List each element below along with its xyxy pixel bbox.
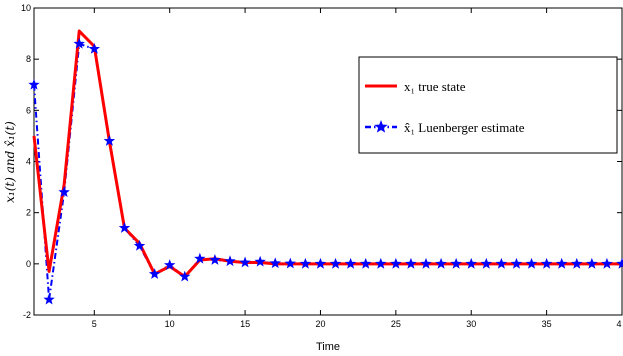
estimate-marker-11 xyxy=(179,270,191,282)
estimate-marker-21 xyxy=(329,257,342,269)
estimate-marker-24 xyxy=(375,257,387,269)
y-tick-label-0: 0 xyxy=(26,259,31,269)
estimate-marker-37 xyxy=(571,257,583,269)
estimate-marker-35 xyxy=(540,257,553,269)
estimate-marker-7 xyxy=(118,222,131,233)
estimate-marker-33 xyxy=(510,257,523,269)
x-tick-label-40: 4 xyxy=(616,319,621,329)
y-tick-label-2: 2 xyxy=(26,208,31,218)
estimate-marker-38 xyxy=(586,257,598,269)
estimate-marker-19 xyxy=(299,257,312,269)
estimate-marker-39 xyxy=(601,257,613,269)
legend-star-marker xyxy=(374,120,388,133)
legend-label-true-state: x₁ true state xyxy=(404,79,466,94)
y-tick-label-8: 8 xyxy=(26,54,31,64)
x-tick-label-35: 35 xyxy=(542,319,552,329)
estimate-marker-34 xyxy=(525,257,538,269)
series-marker-group xyxy=(28,37,623,305)
estimate-marker-32 xyxy=(495,257,508,269)
x-tick-label-25: 25 xyxy=(391,319,401,329)
estimate-marker-22 xyxy=(344,257,357,269)
x-tick-label-20: 20 xyxy=(315,319,325,329)
estimate-marker-26 xyxy=(405,257,417,269)
y-tick-label--2: -2 xyxy=(23,310,31,320)
x-tick-label-30: 30 xyxy=(466,319,476,329)
estimate-marker-25 xyxy=(390,257,402,269)
y-axis-title: x₁(t) and x̂₁(t) xyxy=(3,121,17,203)
legend-box xyxy=(358,56,618,154)
x-tick-label-10: 10 xyxy=(165,319,175,329)
estimate-marker-28 xyxy=(435,257,447,269)
estimate-marker-17 xyxy=(269,257,281,269)
estimate-marker-8 xyxy=(133,239,146,251)
estimate-marker-23 xyxy=(359,257,372,269)
estimate-marker-10 xyxy=(163,259,176,270)
estimate-marker-13 xyxy=(209,254,221,265)
estimate-marker-6 xyxy=(103,135,116,146)
y-tick-label-10: 10 xyxy=(21,3,31,13)
x-tick-label-5: 5 xyxy=(92,319,97,329)
estimate-marker-15 xyxy=(239,256,251,268)
estimate-marker-12 xyxy=(194,252,206,264)
estimate-marker-3 xyxy=(58,186,70,198)
estimate-marker-20 xyxy=(314,257,327,269)
estimate-marker-16 xyxy=(254,255,266,267)
series-line-group xyxy=(32,29,622,301)
estimate-marker-36 xyxy=(555,257,568,269)
estimate-marker-29 xyxy=(450,257,462,269)
estimate-marker-4 xyxy=(73,37,85,49)
estimate-marker-2 xyxy=(43,293,55,305)
estimate-marker-27 xyxy=(420,257,432,269)
estimate-marker-1 xyxy=(28,78,40,90)
y-tick-label-6: 6 xyxy=(26,105,31,115)
estimate-marker-14 xyxy=(224,255,236,267)
tick-label-group: 5 10 15 20 25 30 35 4 -2 0 2 4 6 8 10 xyxy=(21,3,622,329)
legend-label-estimate: x̂₁ Luenberger estimate xyxy=(404,120,525,135)
legend: x₁ true state x̂₁ Luenberger estimate xyxy=(358,56,618,154)
plot-area xyxy=(33,7,623,316)
x-tick-label-15: 15 xyxy=(240,319,250,329)
y-tick-label-4: 4 xyxy=(26,157,31,167)
estimate-marker-5 xyxy=(88,42,101,54)
series-line-true-state xyxy=(32,29,622,279)
estimate-marker-40 xyxy=(616,257,623,269)
x-axis-title: Time xyxy=(316,341,340,353)
estimate-marker-9 xyxy=(148,268,161,279)
estimate-marker-31 xyxy=(480,257,493,269)
estimate-marker-30 xyxy=(465,257,477,269)
estimate-marker-18 xyxy=(284,257,297,269)
